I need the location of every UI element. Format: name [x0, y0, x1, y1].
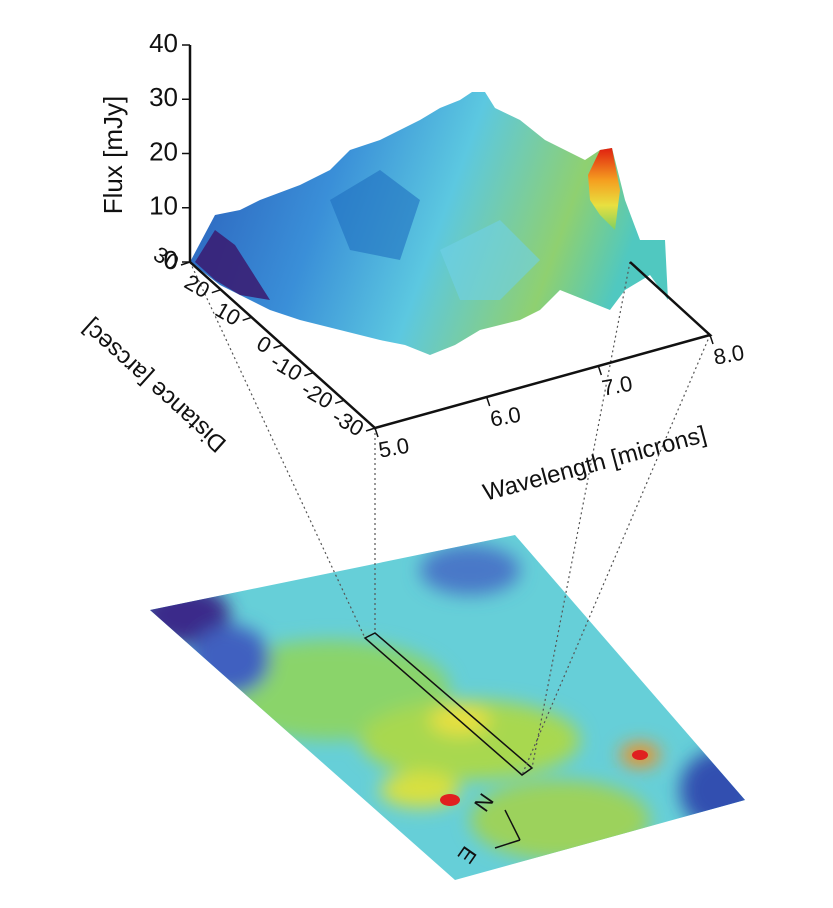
y-tick-label: 0 — [252, 331, 275, 359]
x-axis-title: Wavelength [microns] — [480, 421, 709, 507]
compass — [494, 809, 521, 849]
x-tick-label: 7.0 — [600, 371, 634, 401]
y-axis-title: Distance [arcsec] — [77, 314, 232, 457]
y-tick-label: 30 — [149, 241, 183, 275]
y-tick-label: 10 — [211, 297, 245, 331]
z-tick-label: 0 — [164, 245, 178, 275]
x-tick-label: 5.0 — [377, 433, 411, 463]
z-tick-label: 30 — [149, 82, 178, 112]
z-tick-label: 40 — [149, 28, 178, 58]
projection-lines — [189, 261, 711, 776]
y-tick — [273, 344, 283, 349]
y-tick-label: -30 — [328, 404, 368, 442]
z-tick-label: 20 — [149, 136, 178, 166]
z-axis-title: Flux [mJy] — [98, 96, 128, 214]
x-tick-label: 6.0 — [488, 402, 522, 432]
z-tick-label: 10 — [149, 191, 178, 221]
x-tick-label: 8.0 — [712, 340, 746, 370]
surface — [190, 92, 668, 355]
x-tick — [709, 334, 714, 345]
y-tick — [180, 261, 191, 266]
y-tick — [211, 288, 222, 294]
map — [150, 535, 745, 880]
x-tick — [597, 365, 603, 376]
x-tick — [374, 427, 379, 438]
y-tick — [242, 316, 252, 322]
y-tick — [304, 371, 314, 377]
y-tick — [365, 427, 376, 432]
y-tick — [334, 399, 345, 405]
y-tick-label: -10 — [266, 348, 306, 386]
y-tick-label: -20 — [297, 376, 337, 414]
x-tick — [485, 396, 491, 407]
